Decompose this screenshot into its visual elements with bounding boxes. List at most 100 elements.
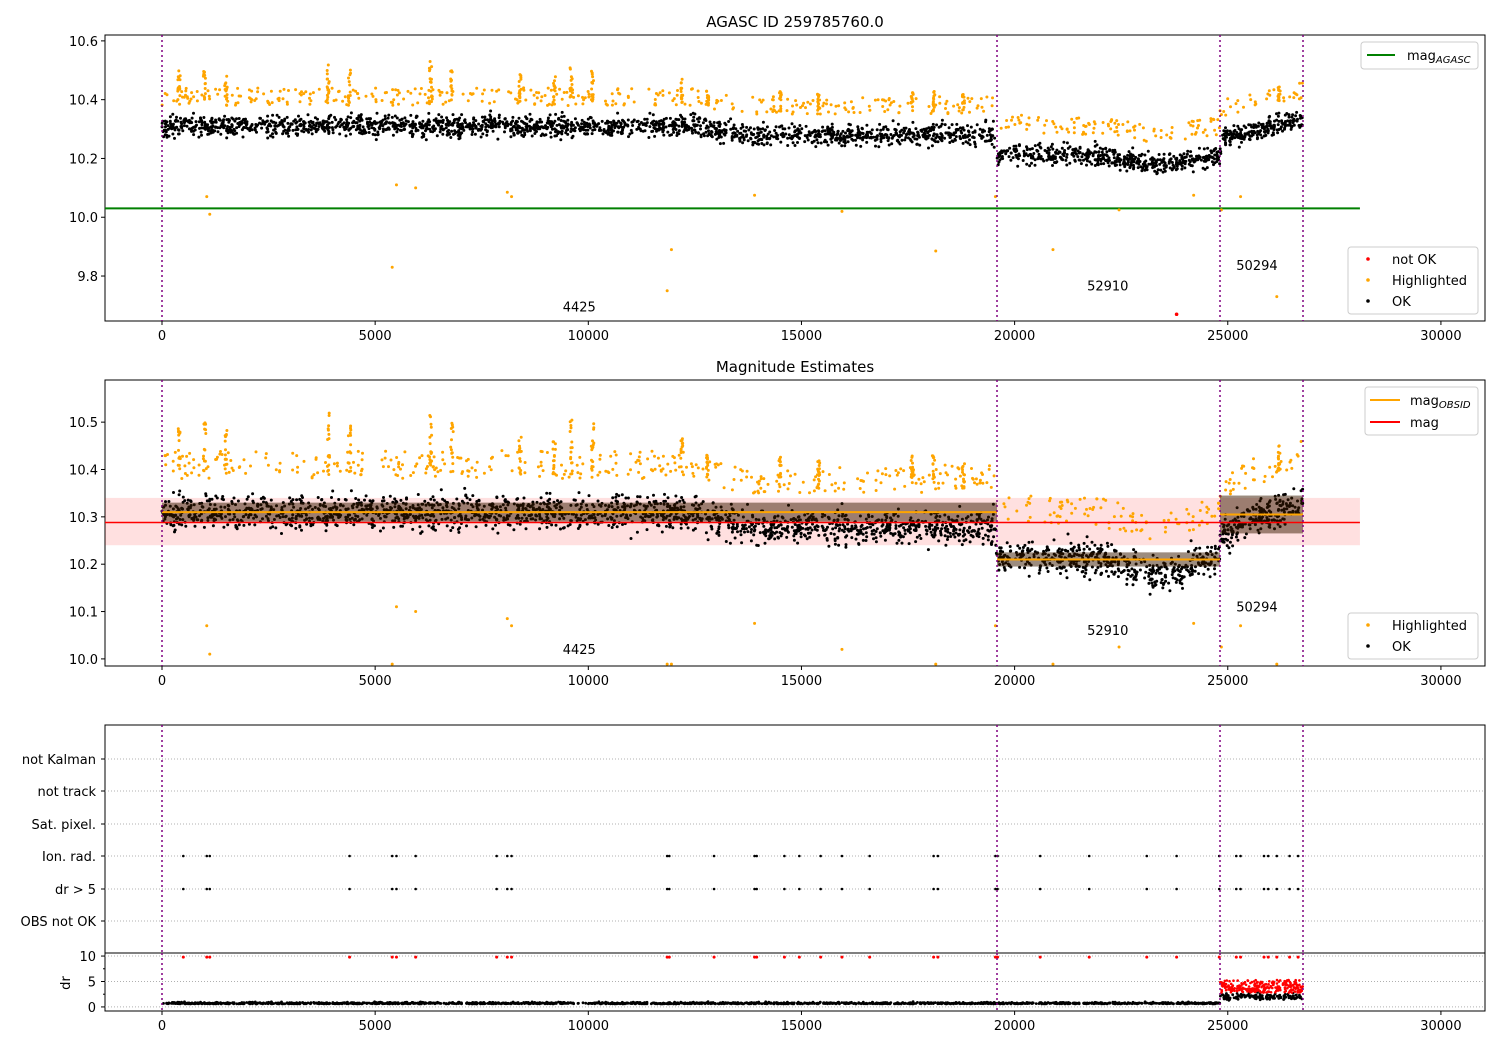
ok-point — [200, 133, 203, 137]
highlighted-point — [697, 100, 701, 103]
highlighted-point — [674, 103, 678, 107]
ok-point — [214, 118, 218, 122]
ok-point — [617, 119, 621, 123]
highlighted-point — [551, 100, 555, 104]
ok-point — [822, 140, 826, 144]
ok-point — [710, 130, 713, 133]
ok-point — [373, 128, 377, 132]
ok-point — [1082, 158, 1085, 162]
ok-point — [277, 115, 281, 119]
ok-point — [1149, 157, 1153, 161]
ok-point — [1259, 133, 1263, 137]
ok-point — [411, 120, 415, 124]
ok-point — [1071, 148, 1075, 152]
ok-point — [399, 129, 403, 132]
highlighted-point — [1132, 125, 1136, 129]
ok-point — [206, 132, 210, 136]
highlighted-point — [808, 102, 812, 106]
ok-point — [817, 135, 821, 138]
highlighted-point — [518, 73, 522, 77]
highlighted-point — [1113, 121, 1117, 125]
highlighted-point — [1126, 120, 1130, 124]
highlighted-point — [515, 98, 519, 102]
ok-point — [314, 124, 318, 128]
ok-point — [538, 527, 542, 531]
ok-point — [526, 129, 530, 133]
highlighted-point — [569, 86, 573, 90]
highlighted-point — [968, 110, 971, 114]
ok-point — [1213, 147, 1217, 151]
ok-point — [988, 133, 992, 137]
ok-point — [1008, 146, 1012, 150]
ok-point — [290, 122, 294, 126]
highlighted-point — [779, 104, 783, 108]
ok-point — [1158, 158, 1162, 162]
ok-point — [1065, 163, 1069, 167]
ok-point — [836, 536, 840, 540]
ok-point — [1005, 541, 1009, 545]
ok-point — [797, 131, 801, 134]
highlighted-point — [616, 87, 620, 91]
ok-point — [1126, 157, 1130, 161]
highlighted-point — [705, 89, 709, 93]
ok-point — [237, 117, 241, 120]
ok-point — [672, 121, 675, 125]
highlighted-point — [795, 103, 799, 107]
ok-point — [666, 496, 670, 500]
highlighted-point — [1277, 89, 1281, 92]
ok-point — [675, 131, 679, 135]
ok-point — [799, 535, 803, 539]
ok-point — [947, 126, 951, 130]
ok-point — [1295, 110, 1299, 114]
highlighted-point — [914, 97, 918, 101]
highlighted-point — [1209, 117, 1213, 121]
ok-point — [420, 126, 424, 130]
ok-point — [518, 522, 522, 526]
highlighted-point — [932, 90, 936, 93]
highlighted-point — [510, 195, 514, 199]
ok-point — [1226, 132, 1230, 136]
ok-point — [1090, 162, 1094, 166]
ok-point — [387, 113, 391, 117]
ok-point — [973, 140, 977, 144]
highlighted-point — [1197, 124, 1200, 127]
highlighted-point — [326, 63, 330, 67]
ok-point — [239, 122, 243, 126]
ok-point — [460, 122, 464, 126]
highlighted-point — [962, 99, 966, 103]
ok-point — [203, 120, 207, 124]
ok-point — [706, 538, 710, 542]
ok-point — [289, 500, 293, 503]
highlighted-point — [1138, 122, 1142, 126]
ok-point — [765, 125, 769, 129]
ok-point — [696, 117, 699, 121]
ok-point — [195, 123, 198, 127]
ok-point — [761, 120, 765, 124]
ok-point — [402, 124, 406, 128]
ok-point — [275, 113, 279, 117]
ok-point — [787, 126, 791, 130]
ok-point — [1050, 142, 1054, 146]
highlighted-point — [1116, 133, 1120, 137]
ok-point — [609, 121, 613, 124]
ok-point — [1065, 153, 1069, 156]
ok-point — [375, 111, 379, 115]
ok-point — [806, 138, 810, 142]
highlighted-point — [394, 183, 398, 187]
ok-point — [463, 118, 467, 122]
ok-point — [1277, 119, 1281, 123]
ok-point — [1111, 148, 1115, 152]
ok-point — [859, 528, 863, 532]
ok-point — [878, 122, 882, 126]
ok-point — [962, 526, 966, 530]
ok-point — [232, 496, 236, 500]
highlighted-point — [892, 100, 896, 103]
ok-point — [510, 127, 514, 131]
highlighted-point — [868, 108, 872, 112]
ok-point — [424, 129, 427, 133]
ok-point — [991, 119, 995, 123]
ok-point — [1204, 154, 1208, 158]
highlighted-point — [669, 248, 673, 252]
ok-point — [381, 124, 385, 128]
highlighted-point — [1027, 116, 1031, 120]
